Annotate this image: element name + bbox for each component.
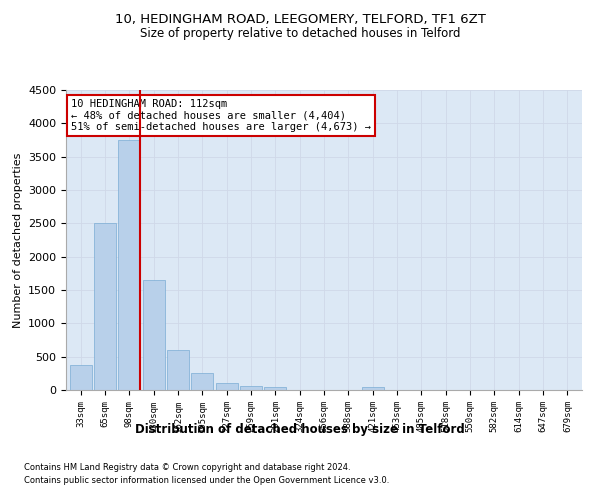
Bar (265, 388, 286, 390)
Text: Distribution of detached houses by size in Telford: Distribution of detached houses by size … (135, 422, 465, 436)
Bar (362, 386, 383, 390)
Bar (70, 364, 92, 390)
Y-axis label: Number of detached properties: Number of detached properties (13, 152, 23, 328)
Bar (118, 140, 140, 390)
Text: 10, HEDINGHAM ROAD, LEEGOMERY, TELFORD, TF1 6ZT: 10, HEDINGHAM ROAD, LEEGOMERY, TELFORD, … (115, 12, 485, 26)
Text: 10 HEDINGHAM ROAD: 112sqm
← 48% of detached houses are smaller (4,404)
51% of se: 10 HEDINGHAM ROAD: 112sqm ← 48% of detac… (71, 99, 371, 132)
Bar (167, 350, 189, 390)
Bar (215, 384, 238, 390)
Text: Contains HM Land Registry data © Crown copyright and database right 2024.: Contains HM Land Registry data © Crown c… (24, 464, 350, 472)
Bar (191, 374, 213, 390)
Bar (143, 280, 164, 390)
Text: Contains public sector information licensed under the Open Government Licence v3: Contains public sector information licen… (24, 476, 389, 485)
Bar (94, 224, 116, 390)
Text: Size of property relative to detached houses in Telford: Size of property relative to detached ho… (140, 28, 460, 40)
Bar (240, 386, 262, 390)
